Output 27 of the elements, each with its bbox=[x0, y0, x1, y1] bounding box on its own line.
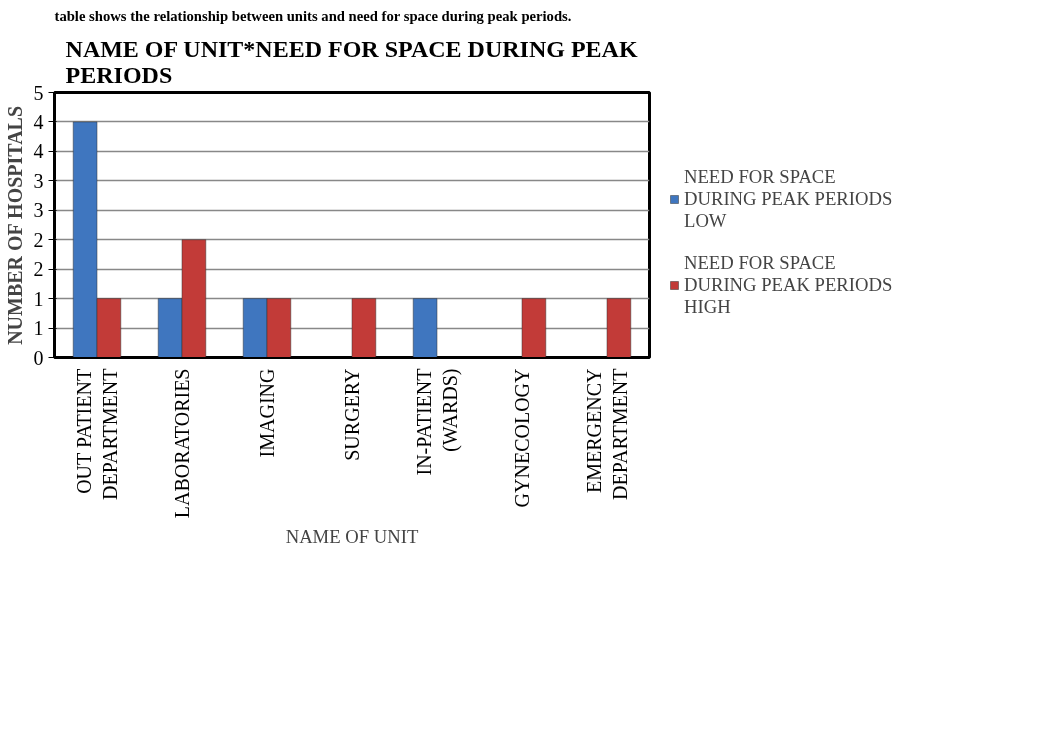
x-tick-label: OUT PATIENT DEPARTMENT bbox=[72, 368, 122, 500]
y-tick-label: 1 bbox=[33, 287, 44, 310]
x-tick-label: EMERGENCY DEPARTMENT bbox=[582, 368, 632, 500]
x-tick-label: SURGERY bbox=[341, 368, 363, 461]
y-tick-label: 2 bbox=[33, 228, 44, 251]
y-tick-label: 3 bbox=[33, 199, 44, 222]
bar bbox=[412, 298, 438, 358]
y-tick-label: 4 bbox=[33, 140, 44, 163]
chart-title: NAME OF UNIT*NEED FOR SPACE DURING PEAK PERIODS bbox=[65, 35, 638, 88]
y-tick-label: 2 bbox=[33, 258, 44, 281]
y-tick-label: 1 bbox=[33, 317, 44, 340]
bar bbox=[351, 298, 377, 358]
x-tick-label: LABORATORIES bbox=[171, 368, 193, 519]
x-tick-label: IMAGING bbox=[256, 368, 278, 458]
x-axis-title: NAME OF UNIT bbox=[285, 526, 419, 548]
bar bbox=[606, 298, 632, 358]
legend-label: NEED FOR SPACE DURING PEAK PERIODS LOW bbox=[684, 166, 893, 233]
y-tick-label: 0 bbox=[33, 346, 44, 369]
y-tick-label: 4 bbox=[33, 110, 44, 133]
x-tick-label: GYNECOLOGY bbox=[511, 368, 533, 508]
x-tick-label: IN-PATIENT (WARDS) bbox=[412, 368, 463, 476]
text: table shows the relationship between units and need for space during peak periods. bbox=[54, 7, 572, 24]
y-tick-label: 3 bbox=[33, 169, 44, 192]
y-tick-label: 5 bbox=[33, 81, 44, 104]
y-axis-title: NUMBER OF HOSPITALS bbox=[3, 105, 26, 345]
legend-label: NEED FOR SPACE DURING PEAK PERIODS HIGH bbox=[684, 252, 893, 319]
bar bbox=[521, 298, 547, 358]
